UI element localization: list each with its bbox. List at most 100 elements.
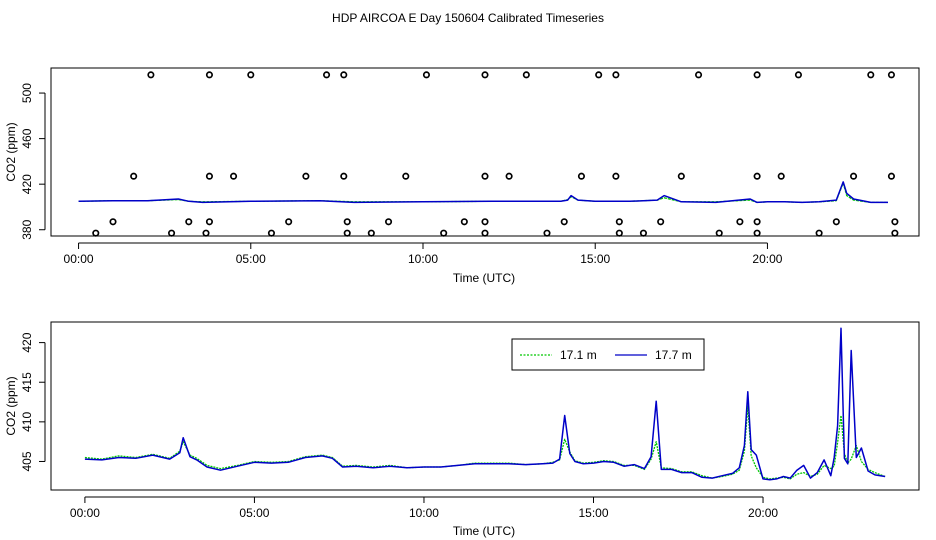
calibration-point (695, 71, 703, 79)
calibration-point (481, 71, 489, 79)
calibration-point (323, 71, 331, 79)
calibration-point (205, 172, 213, 180)
series-line-17-1 (78, 182, 888, 204)
calibration-point (867, 71, 875, 79)
calibration-point (891, 218, 899, 226)
calibration-point (657, 218, 665, 226)
calibration-point (753, 218, 761, 226)
calibration-point (736, 218, 744, 226)
calibration-point (753, 71, 761, 79)
calibration-point (440, 229, 448, 237)
x-tick-label: 20:00 (748, 506, 778, 520)
calibration-point (340, 71, 348, 79)
y-axis-label: CO2 (ppm) (4, 376, 18, 435)
data-layer (78, 71, 899, 237)
calibration-point (343, 218, 351, 226)
calibration-point (460, 218, 468, 226)
y-tick-label: 500 (20, 83, 34, 103)
calibration-point (612, 172, 620, 180)
calibration-point (92, 229, 100, 237)
calibration-point (815, 229, 823, 237)
legend-label-17-7: 17.7 m (655, 348, 692, 362)
calibration-point (202, 229, 210, 237)
calibration-point (677, 172, 685, 180)
calibration-point (639, 229, 647, 237)
calibration-point (402, 172, 410, 180)
calibration-point (205, 218, 213, 226)
calibration-point (887, 71, 895, 79)
chart-title: HDP AIRCOA E Day 150604 Calibrated Times… (332, 11, 604, 25)
calibration-point (185, 218, 193, 226)
calibration-point (302, 172, 310, 180)
calibration-point (560, 218, 568, 226)
x-axis-label: Time (UTC) (453, 271, 515, 285)
calibration-point (205, 71, 213, 79)
x-tick-label: 00:00 (70, 506, 100, 520)
calibration-point (247, 71, 255, 79)
calibration-point (777, 172, 785, 180)
panel-top: 00:00 05:00 10:00 15:00 20:00 380 420 460 500 T… (4, 67, 920, 285)
y-tick-label: 420 (20, 332, 34, 352)
calibration-point (230, 172, 238, 180)
calibration-point (612, 71, 620, 79)
x-tick-label: 00:00 (64, 252, 94, 266)
calibration-point (615, 229, 623, 237)
calibration-point (753, 229, 761, 237)
y-tick-label: 420 (20, 174, 34, 194)
legend-box (511, 338, 705, 371)
y-axis: 380 420 460 500 (20, 83, 46, 240)
calibration-point (753, 172, 761, 180)
x-tick-label: 20:00 (752, 252, 782, 266)
calibration-point (340, 172, 348, 180)
x-tick-label: 05:00 (239, 506, 269, 520)
calibration-point (343, 229, 351, 237)
calibration-point (367, 229, 375, 237)
plot-frame (50, 321, 920, 491)
calibration-point (130, 172, 138, 180)
calibration-point (285, 218, 293, 226)
calibration-point (422, 71, 430, 79)
x-tick-label: 10:00 (408, 252, 438, 266)
calibration-point (267, 229, 275, 237)
plot-frame (50, 67, 920, 237)
calibration-point (481, 229, 489, 237)
series-line-17-7 (84, 327, 886, 481)
data-layer (84, 327, 886, 481)
calibration-point (522, 71, 530, 79)
x-tick-label: 15:00 (580, 252, 610, 266)
series-line-17-7 (78, 181, 888, 204)
calibration-point (577, 172, 585, 180)
x-tick-label: 15:00 (578, 506, 608, 520)
calibration-point (481, 218, 489, 226)
calibration-point (385, 218, 393, 226)
calibration-point (168, 229, 176, 237)
calibration-point (850, 172, 858, 180)
calibration-point (832, 218, 840, 226)
calibration-point (715, 229, 723, 237)
series-line-17-1 (84, 405, 886, 480)
x-tick-label: 10:00 (409, 506, 439, 520)
y-tick-label: 405 (20, 451, 34, 471)
legend: 17.1 m 17.7 m (511, 338, 705, 371)
x-axis-label: Time (UTC) (453, 524, 515, 538)
calibration-point (109, 218, 117, 226)
legend-label-17-1: 17.1 m (560, 348, 597, 362)
panel-bottom: 00:00 05:00 10:00 15:00 20:00 405 410 415 420 T… (4, 321, 920, 538)
y-axis: 405 410 415 420 (20, 332, 46, 471)
x-tick-label: 05:00 (236, 252, 266, 266)
x-axis: 00:00 05:00 10:00 15:00 20:00 (70, 496, 778, 520)
calibration-point (505, 172, 513, 180)
calibration-point (543, 229, 551, 237)
calibration-point (481, 172, 489, 180)
calibration-point (887, 172, 895, 180)
y-tick-label: 460 (20, 128, 34, 148)
calibration-point (147, 71, 155, 79)
y-tick-label: 380 (20, 219, 34, 239)
calibration-point (794, 71, 802, 79)
calibration-point (615, 218, 623, 226)
calibration-point (595, 71, 603, 79)
y-tick-label: 415 (20, 372, 34, 392)
calibration-point (891, 229, 899, 237)
y-axis-label: CO2 (ppm) (4, 122, 18, 181)
